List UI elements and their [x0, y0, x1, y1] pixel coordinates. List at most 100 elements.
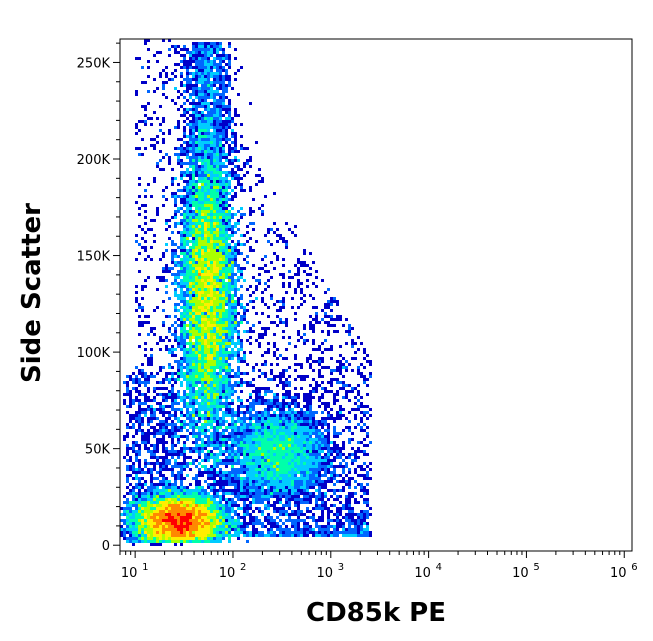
density-bin [333, 330, 336, 333]
density-bin [252, 324, 255, 327]
density-bin [333, 396, 336, 399]
density-bin [201, 414, 204, 417]
density-bin [192, 198, 195, 201]
density-bin [252, 462, 255, 465]
density-bin [129, 492, 132, 495]
density-bin [132, 447, 135, 450]
density-bin [222, 57, 225, 60]
density-bin [267, 405, 270, 408]
density-bin [303, 450, 306, 453]
density-bin [312, 306, 315, 309]
density-bin [165, 405, 168, 408]
density-bin [234, 429, 237, 432]
density-bin [225, 351, 228, 354]
density-bin [189, 84, 192, 87]
density-bin [147, 183, 150, 186]
density-bin [270, 441, 273, 444]
density-bin [339, 366, 342, 369]
density-bin [231, 213, 234, 216]
density-bin [210, 312, 213, 315]
density-bin [216, 258, 219, 261]
density-bin [360, 402, 363, 405]
density-bin [258, 414, 261, 417]
density-bin [216, 237, 219, 240]
density-bin [234, 456, 237, 459]
density-bin [231, 261, 234, 264]
density-bin [192, 354, 195, 357]
density-bin [201, 384, 204, 387]
density-bin [201, 183, 204, 186]
density-bin [198, 117, 201, 120]
density-bin [210, 396, 213, 399]
density-bin [354, 408, 357, 411]
density-bin [258, 273, 261, 276]
density-bin [198, 51, 201, 54]
density-bin [189, 288, 192, 291]
density-bin [204, 429, 207, 432]
density-bin [126, 492, 129, 495]
density-bin [228, 282, 231, 285]
density-bin [162, 447, 165, 450]
density-bin [189, 228, 192, 231]
density-bin [135, 234, 138, 237]
density-bin [195, 204, 198, 207]
density-bin [285, 471, 288, 474]
density-bin [147, 396, 150, 399]
density-bin [309, 420, 312, 423]
density-bin [201, 162, 204, 165]
density-bin [198, 312, 201, 315]
density-bin [177, 378, 180, 381]
density-bin [153, 462, 156, 465]
density-bin [186, 243, 189, 246]
density-bin [321, 279, 324, 282]
density-bin [192, 387, 195, 390]
density-bin [228, 366, 231, 369]
density-bin [174, 330, 177, 333]
density-bin [288, 228, 291, 231]
density-bin [195, 126, 198, 129]
density-bin [282, 435, 285, 438]
density-bin [276, 465, 279, 468]
density-bin [165, 153, 168, 156]
density-bin [321, 357, 324, 360]
density-bin [216, 390, 219, 393]
density-bin [219, 78, 222, 81]
density-bin [201, 408, 204, 411]
density-bin [198, 90, 201, 93]
density-bin [354, 468, 357, 471]
density-bin [225, 450, 228, 453]
density-bin [204, 225, 207, 228]
density-bin [186, 381, 189, 384]
density-bin [192, 405, 195, 408]
density-bin [189, 78, 192, 81]
density-bin [327, 471, 330, 474]
density-bin [315, 321, 318, 324]
density-bin [216, 402, 219, 405]
density-bin [339, 453, 342, 456]
density-bin [360, 411, 363, 414]
density-bin [330, 369, 333, 372]
density-bin [219, 345, 222, 348]
density-bin [237, 276, 240, 279]
density-bin [138, 213, 141, 216]
density-bin [210, 291, 213, 294]
density-bin [288, 270, 291, 273]
density-bin [195, 252, 198, 255]
density-bin [222, 450, 225, 453]
density-bin [213, 240, 216, 243]
density-bin [225, 288, 228, 291]
density-bin [204, 183, 207, 186]
density-bin [327, 306, 330, 309]
density-bin [285, 474, 288, 477]
density-bin [165, 420, 168, 423]
density-bin [195, 171, 198, 174]
density-bin [210, 456, 213, 459]
density-bin [234, 213, 237, 216]
density-bin [183, 252, 186, 255]
density-bin [210, 468, 213, 471]
density-bin [165, 75, 168, 78]
density-bin [147, 462, 150, 465]
density-bin [315, 411, 318, 414]
density-bin [207, 387, 210, 390]
density-bin [213, 96, 216, 99]
